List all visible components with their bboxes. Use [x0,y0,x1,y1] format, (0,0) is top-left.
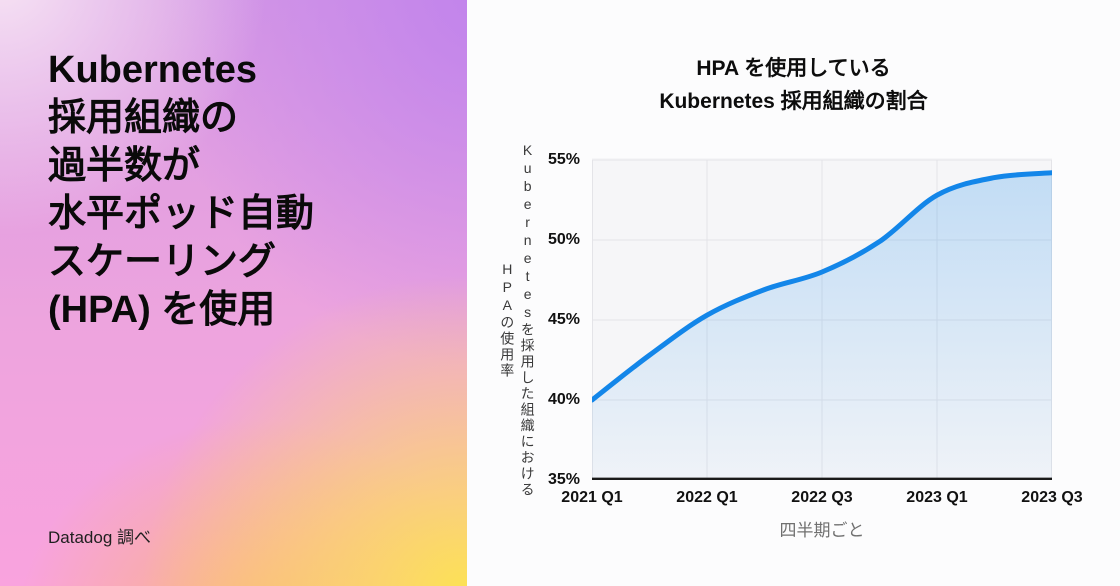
x-tick-2021q1: 2021 Q1 [561,489,623,506]
y-axis-label-line-2: HPAの使用率 [499,261,516,379]
x-tick-2022q3: 2022 Q3 [791,489,853,506]
y-axis-label-line-1: Kubernetesを採用した組織における [519,142,536,498]
chart-title: HPA を使用している Kubernetes 採用組織の割合 [467,52,1120,118]
y-tick-50: 50% [547,231,580,248]
y-tick-40: 40% [547,391,580,408]
headline-line-4: 水平ポッド自動 [48,193,315,235]
headline-line-5: スケーリング [48,241,277,283]
x-tick-2023q1: 2023 Q1 [906,489,968,506]
chart-panel: HPA を使用している Kubernetes 採用組織の割合 Kubernete… [467,0,1120,586]
y-tick-45: 45% [547,311,580,328]
chart-area-fill [592,172,1052,480]
x-tick-2023q3: 2023 Q3 [1021,489,1083,506]
y-tick-55: 55% [547,151,580,168]
chart-plot-svg [592,159,1052,480]
y-tick-35: 35% [547,471,580,488]
headline-line-6: (HPA) を使用 [48,289,276,331]
headline-line-2: 採用組織の [48,97,239,139]
chart-plot [592,158,1052,480]
chart-title-line-2: Kubernetes 採用組織の割合 [659,90,928,113]
x-tick-2022q1: 2022 Q1 [676,489,738,506]
chart-line [592,170,1052,403]
x-axis-title: 四半期ごと [779,521,865,540]
headline: Kubernetes 採用組織の 過半数が 水平ポッド自動 スケーリング (HP… [0,0,467,334]
chart-title-line-1: HPA を使用している [696,57,891,80]
headline-line-1: Kubernetes [48,49,258,91]
headline-line-3: 過半数が [48,145,201,187]
source-label: Datadog 調べ [48,528,151,547]
y-axis-label: Kubernetesを採用した組織における HPAの使用率 [497,140,538,500]
left-panel: Kubernetes 採用組織の 過半数が 水平ポッド自動 スケーリング (HP… [0,0,467,586]
